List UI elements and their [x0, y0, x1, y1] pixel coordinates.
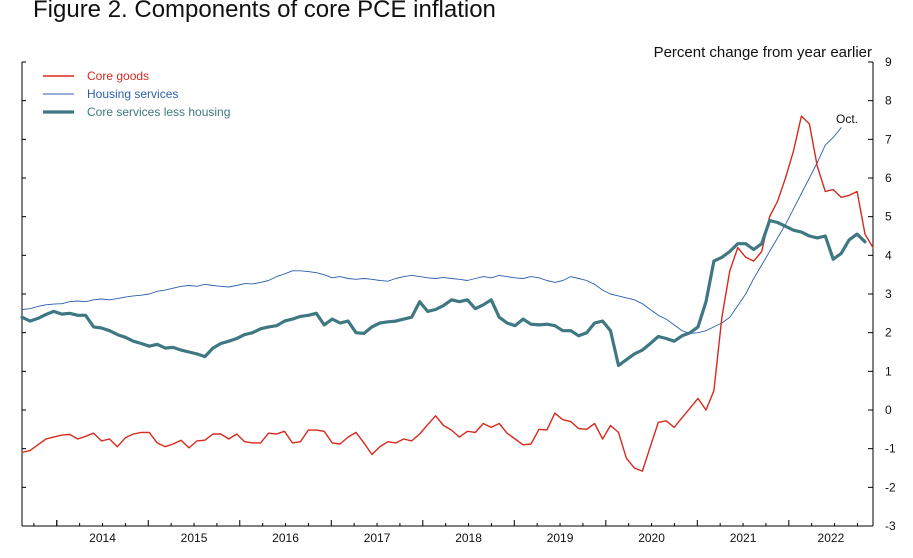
y-tick-label: -1 [885, 442, 896, 456]
series-line-housing-services [21, 127, 842, 334]
x-tick-label: 2016 [272, 531, 299, 545]
series-line-core-services-less-housing [20, 218, 867, 368]
y-tick-label: 0 [885, 403, 892, 417]
axes-frame: 9 8 7 6 5 4 3 2 1 0 -1 -2 -3 2014 2015 2016 2017 2018 2019… [21, 55, 896, 545]
x-tick-label: 2018 [455, 531, 482, 545]
x-tick-label: 2017 [364, 531, 391, 545]
y-tick-label: -2 [885, 480, 896, 494]
y-tick-label: 8 [885, 94, 892, 108]
y-tick-label: 3 [885, 287, 892, 301]
legend-label: Core services less housing [87, 105, 230, 119]
y-tick-label: 1 [885, 364, 892, 378]
x-tick-label: 2019 [547, 531, 574, 545]
y-axis-unit-label: Percent change from year earlier [654, 44, 872, 61]
x-tick-label: 2014 [89, 531, 116, 545]
y-tick-label: 9 [885, 55, 892, 69]
series-line-core-goods [21, 115, 874, 472]
chart-title: Figure 2. Components of core PCE inflati… [33, 0, 496, 23]
legend-label: Housing services [87, 87, 178, 101]
y-tick-label: 6 [885, 171, 892, 185]
x-tick-label: 2015 [181, 531, 208, 545]
legend-label: Core goods [87, 69, 149, 83]
series-end-annotation: Oct. [836, 112, 858, 126]
legend: Core goods Housing services Core services … [43, 69, 230, 119]
x-tick-label: 2020 [638, 531, 665, 545]
y-tick-label: 7 [885, 132, 892, 146]
y-tick-label: 4 [885, 248, 892, 262]
x-tick-label: 2021 [730, 531, 757, 545]
series-layer [20, 115, 874, 472]
x-tick-label: 2022 [818, 531, 845, 545]
y-tick-label: 2 [885, 326, 892, 340]
y-tick-label: 5 [885, 210, 892, 224]
y-tick-label: -3 [885, 519, 896, 533]
